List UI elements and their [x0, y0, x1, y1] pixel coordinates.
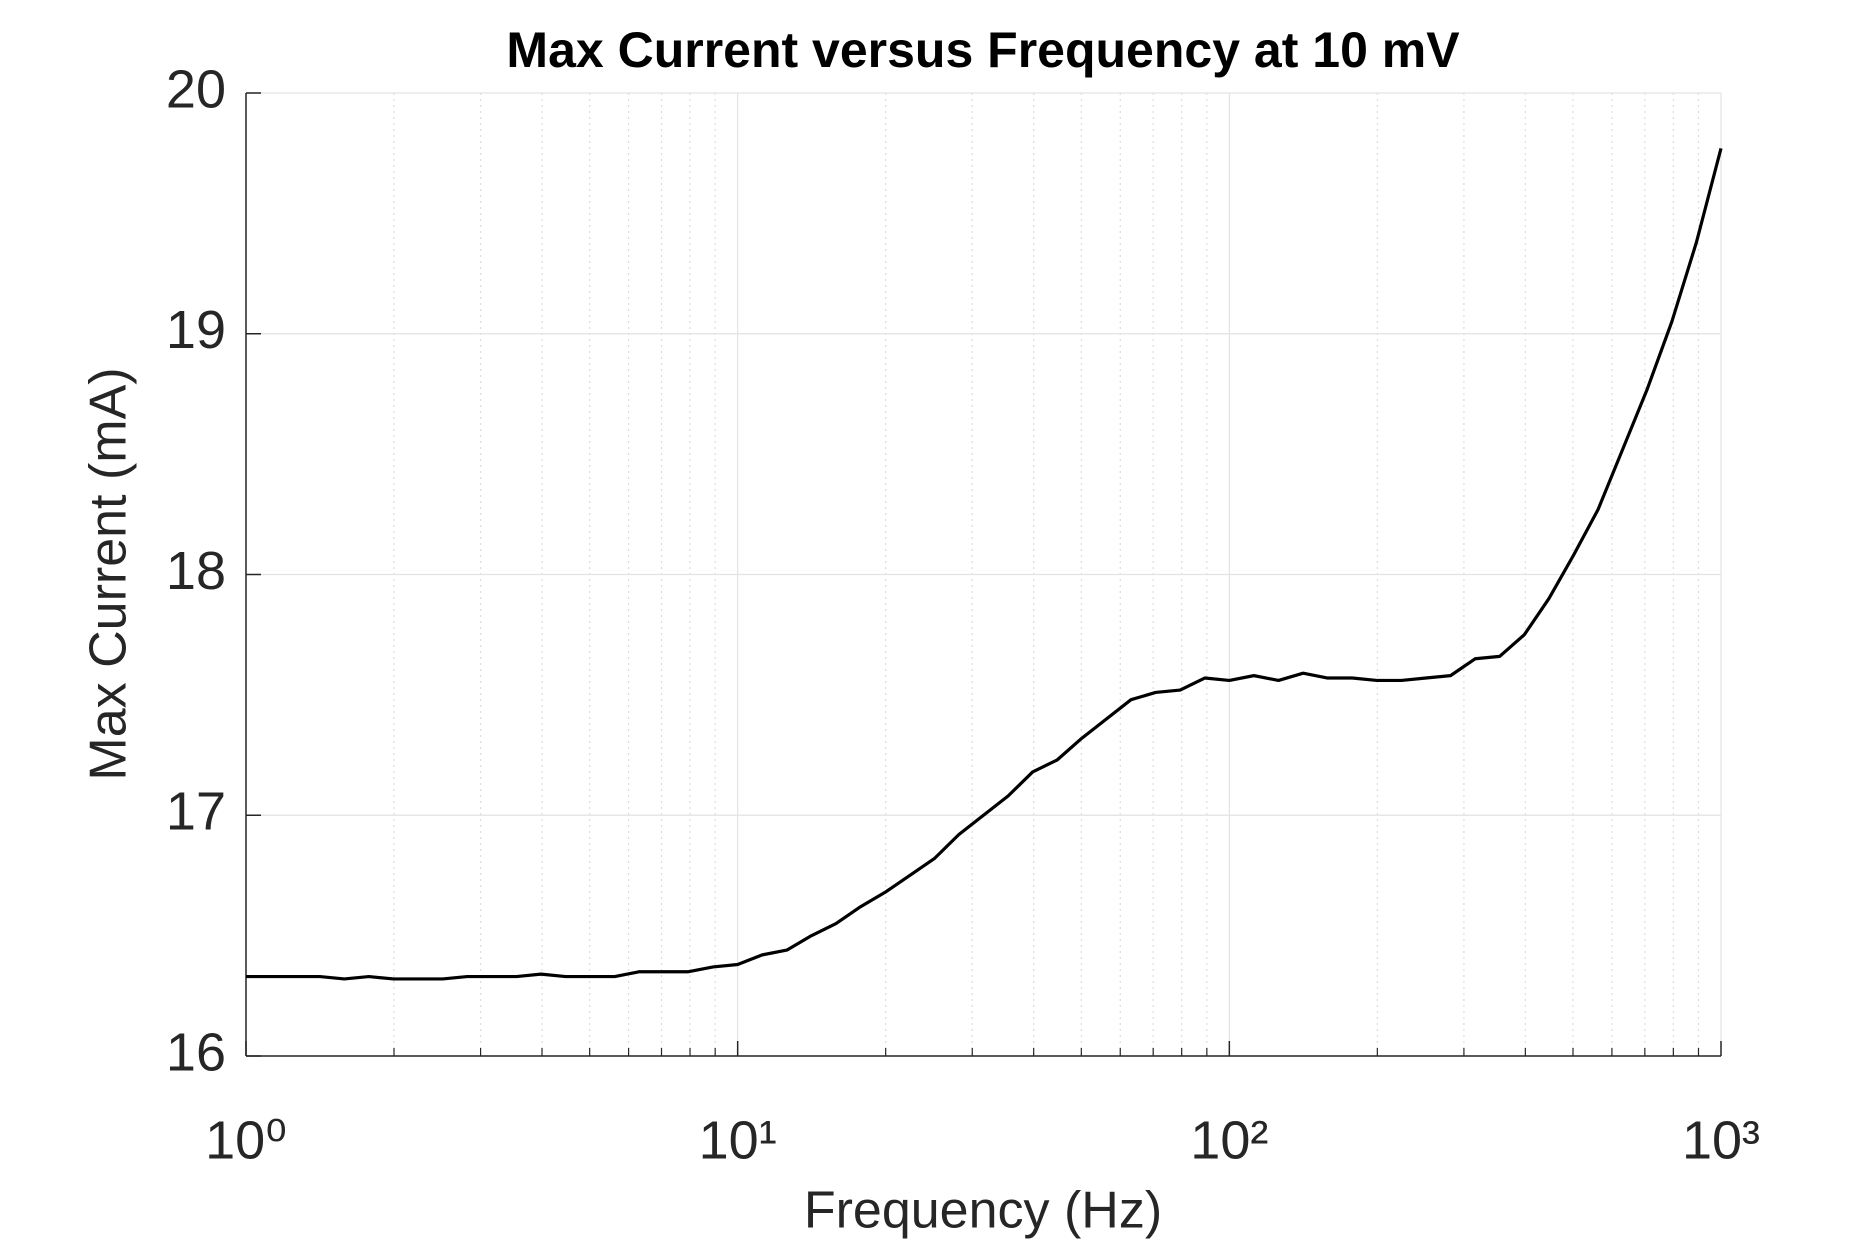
y-tick-label: 18: [166, 541, 226, 601]
x-tick-label: 10²: [1190, 1110, 1268, 1170]
x-tick-label: 10⁰: [205, 1110, 287, 1170]
x-tick-label: 10³: [1682, 1110, 1760, 1170]
y-tick-label: 17: [166, 782, 226, 842]
x-tick-label: 10¹: [699, 1110, 777, 1170]
y-axis-label: Max Current (mA): [80, 367, 138, 780]
chart-title: Max Current versus Frequency at 10 mV: [506, 22, 1460, 78]
x-axis-label: Frequency (Hz): [804, 1182, 1162, 1240]
data-line: [246, 147, 1723, 981]
y-tick-label: 20: [166, 59, 226, 119]
y-tick-label: 19: [166, 300, 226, 360]
y-tick-label: 16: [166, 1022, 226, 1082]
